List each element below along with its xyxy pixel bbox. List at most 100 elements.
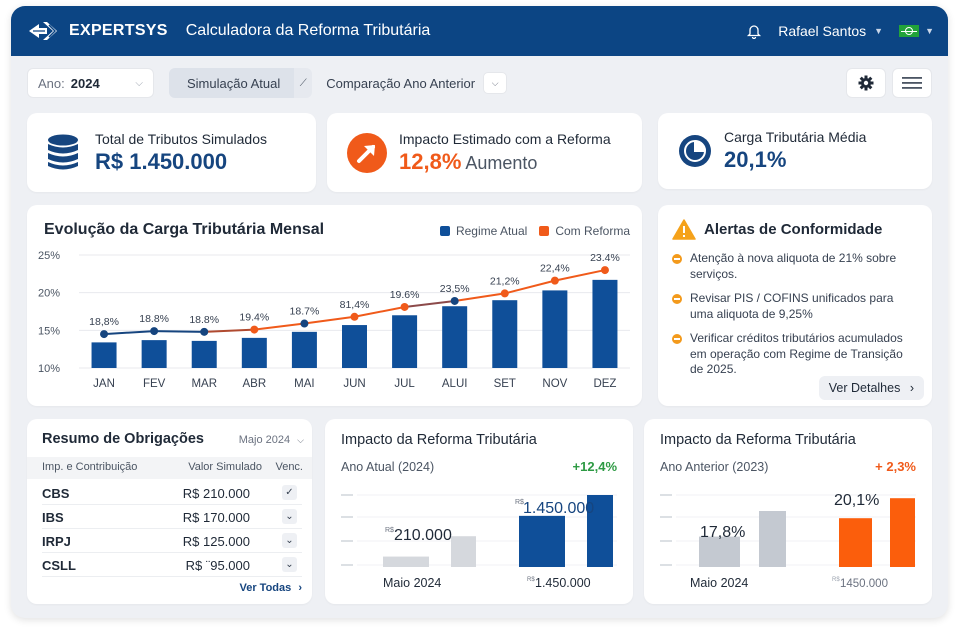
x-tick-label: MAI [294,378,314,390]
alert-bullet-icon [672,254,682,264]
line-segment-com-reforma [204,328,255,333]
x-tick-label: JUL [394,378,415,390]
settings-button[interactable] [846,68,886,98]
pie-chart-icon [679,135,711,167]
alert-item: Atenção à nova aliquota de 21% sobre ser… [672,251,918,282]
status-dropdown-icon[interactable]: ⌄ [282,509,297,524]
impact-bar [451,536,476,567]
alert-text: Atenção à nova aliquota de 21% sobre ser… [690,251,897,281]
year-select[interactable]: Ano: 2024 ⌵ [27,68,154,98]
tax-name: CBS [42,486,70,501]
impact-bar [890,498,915,567]
line-segment-com-reforma [254,322,305,331]
kpi-label: Total de Tributos Simulados [95,130,267,147]
chart-legend: Regime Atual Com Reforma [439,224,630,238]
language-selector[interactable]: ▼ [899,25,934,37]
bell-icon[interactable] [746,23,762,39]
tax-name: IBS [42,510,64,525]
app-title: Calculadora da Reforma Tributária [185,22,431,39]
bar-regime-atual [342,325,367,368]
obligations-table-header: Imp. e Contribuição Valor Simulado Venc. [27,457,312,479]
line-segment-com-reforma [354,305,405,318]
kpi-value-number: 12,8% [399,148,462,174]
menu-button[interactable] [892,68,932,98]
kpi-value: 12,8% Aumento [399,149,611,175]
line-point-com-reforma [450,296,459,305]
kpi-value-suffix: Aumento [465,152,538,173]
line-point-com-reforma [500,289,509,298]
table-row[interactable]: IBS R$ 170.000 ⌄ [42,505,302,529]
tab-comparacao-ano-anterior[interactable]: Comparação Ano Anterior [326,75,476,91]
impact-bar [587,495,613,567]
table-row[interactable]: IRPJ R$ 125.000 ⌄ [42,529,302,553]
status-dropdown-icon[interactable]: ⌄ [282,557,297,572]
warning-icon [672,219,696,240]
hamburger-menu-icon [902,77,922,89]
brazil-flag-icon [899,25,920,37]
line-segment-com-reforma [404,299,455,308]
view-all-link[interactable]: Ver Todas › [240,582,303,594]
kpi-value: 20,1% [724,147,787,172]
line-point-com-reforma [400,302,409,311]
impact-bar [839,518,872,567]
impact-previous-chart: 17,8% 20,1% Maio 2024 R$ 1450.000 [660,492,916,590]
user-caret-icon: ▼ [874,26,884,36]
legend-item-regime-atual[interactable]: Regime Atual [439,224,527,238]
brand-name: EXPERTSYS [69,22,168,39]
kpi-label: Carga Tributária Média [724,129,867,145]
y-tick-label: 15% [38,325,60,337]
user-name: Rafael Santos [778,23,867,39]
data-label: 22,4% [540,263,570,275]
edit-icon[interactable]: ⟋ [294,68,313,98]
brand-logo[interactable]: EXPERTSYS [27,20,168,42]
data-label: 23,5% [440,283,470,295]
alert-item: Revisar PIS / COFINS unificados para uma… [672,291,918,322]
table-row[interactable]: CBS R$ 210.000 ✓ [42,481,302,505]
comparison-dropdown-button[interactable]: ⌵ [483,72,508,94]
impact-subtitle: Ano Atual (2024) [341,460,435,474]
kpi-value: R$ 1.450.000 [95,148,228,174]
line-point-com-reforma [250,325,259,334]
tax-name: IRPJ [42,534,71,549]
user-menu[interactable]: Rafael Santos ▼ [778,23,883,39]
legend-item-com-reforma[interactable]: Com Reforma [539,224,630,238]
x-tick-label: JAN [93,378,115,390]
data-label: 18,8% [89,316,119,328]
bar-regime-atual [392,315,418,368]
line-segment-com-reforma [504,279,556,295]
app-window: EXPERTSYS Calculadora da Reforma Tributá… [11,6,948,618]
x-tick-label: JUN [343,378,365,390]
period-select[interactable]: Majo 2024 ⌵ [239,434,304,446]
status-dropdown-icon[interactable]: ⌄ [282,533,297,548]
column-header-vencimento: Venc. [275,461,303,473]
arrow-up-right-icon [347,132,387,173]
bar-regime-atual [291,331,317,368]
x-tick-label: NOV [542,378,567,390]
line-segment-com-reforma [554,269,606,282]
obligations-summary-card: Resumo de Obrigações Majo 2024 ⌵ Imp. e … [27,419,312,604]
currency-prefix: R$ [385,527,394,534]
chevron-right-icon: › [298,582,302,594]
gear-icon [858,75,874,91]
view-details-button[interactable]: Ver Detalhes › [818,376,924,400]
database-icon [48,134,78,169]
y-tick-label: 10% [38,363,60,375]
top-bar: EXPERTSYS Calculadora da Reforma Tributá… [11,6,948,56]
alert-text: Revisar PIS / COFINS unificados para uma… [690,291,894,321]
line-point-com-reforma [100,330,109,339]
legend-label: Com Reforma [555,224,630,238]
line-point-com-reforma [300,319,309,328]
currency-prefix: R$ [832,577,840,583]
data-label: 18.8% [139,313,169,325]
alert-text: Verificar créditos tributários acumulado… [690,331,903,376]
period-value: Majo 2024 [238,434,291,446]
status-check-icon[interactable]: ✓ [282,485,297,500]
x-tick-label: ALUI [442,378,468,390]
alerts-list: Atenção à nova aliquota de 21% sobre ser… [672,251,918,387]
tab-simulacao-atual[interactable]: Simulação Atual [169,68,295,98]
tax-value: R$ 125.000 [182,534,250,549]
impact-bar [519,515,565,567]
column-header-valor: Valor Simulado [188,461,262,473]
table-row[interactable]: CSLL R$ ¨95.000 ⌄ [42,553,302,577]
